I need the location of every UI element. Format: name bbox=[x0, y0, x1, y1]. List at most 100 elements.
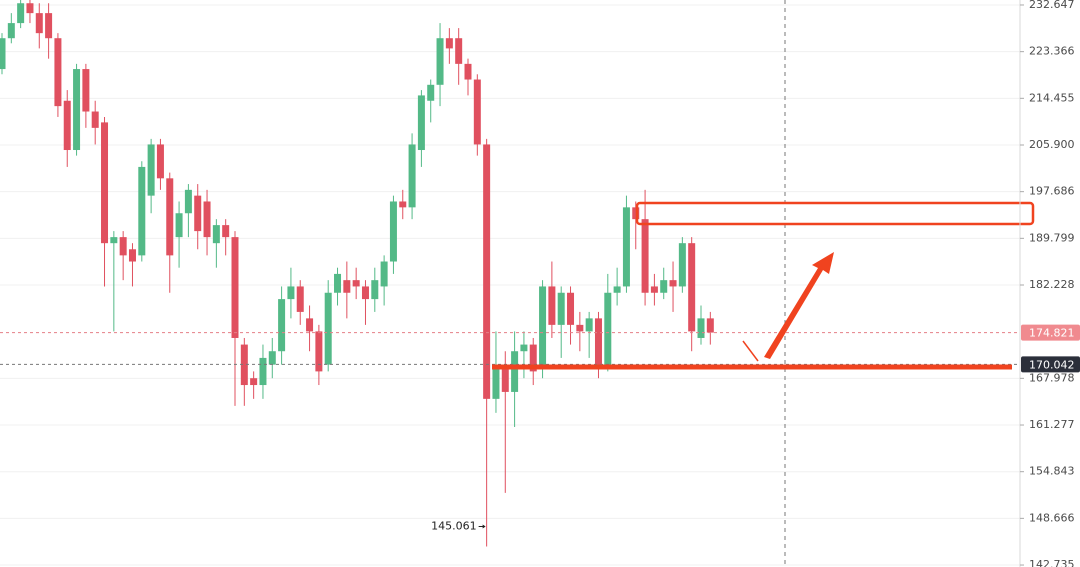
candle-body bbox=[371, 280, 379, 300]
candle-body bbox=[501, 364, 509, 392]
candle-body bbox=[688, 243, 696, 332]
candle-body bbox=[82, 69, 90, 112]
y-tick-label: 142.735 bbox=[1029, 558, 1075, 567]
candle-body bbox=[184, 189, 192, 214]
candle-body bbox=[399, 201, 407, 208]
y-tick-label: 167.978 bbox=[1029, 371, 1075, 384]
candle-body bbox=[250, 378, 258, 386]
candle-body bbox=[594, 318, 602, 365]
candle-body bbox=[324, 292, 332, 365]
y-tick-label: 197.686 bbox=[1029, 185, 1075, 198]
candle-body bbox=[641, 219, 649, 293]
candle-body bbox=[697, 318, 705, 338]
grid bbox=[0, 4, 1020, 566]
candle-body bbox=[520, 344, 528, 352]
drawn-arrow bbox=[764, 252, 834, 359]
candle-body bbox=[576, 324, 584, 332]
y-tick-label: 232.647 bbox=[1029, 0, 1075, 11]
candle-body bbox=[45, 13, 53, 39]
candle-body bbox=[427, 84, 435, 101]
candle-body bbox=[473, 79, 481, 145]
y-tick-label: 214.455 bbox=[1029, 91, 1075, 104]
candle-body bbox=[408, 144, 416, 208]
candle-body bbox=[26, 3, 34, 14]
candle-body bbox=[128, 249, 136, 262]
price-label: 170.042 bbox=[1029, 358, 1075, 371]
candle-body bbox=[650, 286, 658, 293]
candle-body bbox=[222, 225, 230, 238]
y-tick-label: 154.843 bbox=[1029, 465, 1075, 478]
candle-body bbox=[73, 69, 81, 151]
low-price-label: 145.061 bbox=[431, 519, 477, 532]
candle-body bbox=[361, 286, 369, 300]
candle-body bbox=[669, 280, 677, 287]
candle-body bbox=[278, 299, 286, 352]
candle-body bbox=[91, 111, 99, 128]
low-arrow-head bbox=[482, 524, 486, 529]
candle-body bbox=[147, 144, 155, 196]
candle-body bbox=[492, 364, 500, 399]
candle-body bbox=[212, 225, 220, 244]
candle-body bbox=[203, 201, 211, 238]
y-tick-label: 148.666 bbox=[1029, 511, 1075, 524]
candle-body bbox=[343, 280, 351, 293]
candle-body bbox=[585, 318, 593, 332]
candle-body bbox=[138, 166, 146, 256]
candle-body bbox=[110, 237, 118, 244]
y-tick-label: 189.799 bbox=[1029, 231, 1075, 244]
annotations: 145.061 174.821 170.042 bbox=[431, 324, 1080, 532]
y-tick-label: 223.366 bbox=[1029, 45, 1075, 58]
candle-body bbox=[296, 286, 304, 312]
candle-body bbox=[464, 63, 472, 80]
y-tick-label: 182.228 bbox=[1029, 278, 1075, 291]
candle-body bbox=[259, 357, 267, 386]
candle-body bbox=[511, 351, 519, 392]
price-label-box bbox=[1021, 324, 1080, 341]
y-tick-label: 161.277 bbox=[1029, 418, 1075, 431]
candle-body bbox=[622, 207, 630, 287]
candle-body bbox=[334, 273, 342, 293]
candle-body bbox=[529, 344, 537, 372]
candle-body bbox=[268, 351, 276, 365]
axis-labels: 232.647 223.366 214.455 205.900 197.686 189.7… bbox=[1020, 0, 1075, 567]
candle-body bbox=[557, 292, 565, 325]
candle-body bbox=[706, 318, 714, 333]
candle-body bbox=[436, 38, 444, 85]
candle-body bbox=[417, 95, 425, 151]
candle-body bbox=[231, 237, 239, 338]
candle-body bbox=[240, 344, 248, 386]
candle-body bbox=[455, 38, 463, 64]
candle-body bbox=[194, 195, 202, 232]
plot bbox=[0, 0, 1020, 547]
price-label-box bbox=[1021, 356, 1080, 373]
candle-body bbox=[483, 144, 491, 399]
candle-body bbox=[156, 144, 164, 179]
candle-body bbox=[166, 178, 174, 256]
candle-body bbox=[539, 286, 547, 365]
candle-body bbox=[389, 201, 397, 262]
drawn-rectangle bbox=[635, 201, 1035, 226]
candle-body bbox=[7, 23, 15, 39]
candle-body bbox=[17, 3, 25, 24]
candle-body bbox=[380, 261, 388, 287]
candle-body bbox=[613, 286, 621, 293]
candle-body bbox=[175, 213, 183, 238]
candle-body bbox=[660, 280, 668, 293]
candle-body bbox=[604, 292, 612, 365]
candle-body bbox=[315, 331, 323, 372]
candle-body bbox=[678, 243, 686, 287]
candle-body bbox=[445, 38, 453, 49]
candle-body bbox=[548, 286, 556, 325]
candle-body bbox=[35, 13, 43, 34]
drawn-thin-arrow bbox=[742, 340, 759, 362]
candle-body bbox=[567, 292, 575, 325]
candle-body bbox=[101, 122, 109, 244]
price-label: 174.821 bbox=[1029, 327, 1075, 340]
candle-body bbox=[352, 280, 360, 287]
candle-body bbox=[287, 286, 295, 300]
candle-body bbox=[119, 237, 127, 256]
candle-body bbox=[63, 100, 71, 151]
y-tick-label: 205.900 bbox=[1029, 138, 1075, 151]
